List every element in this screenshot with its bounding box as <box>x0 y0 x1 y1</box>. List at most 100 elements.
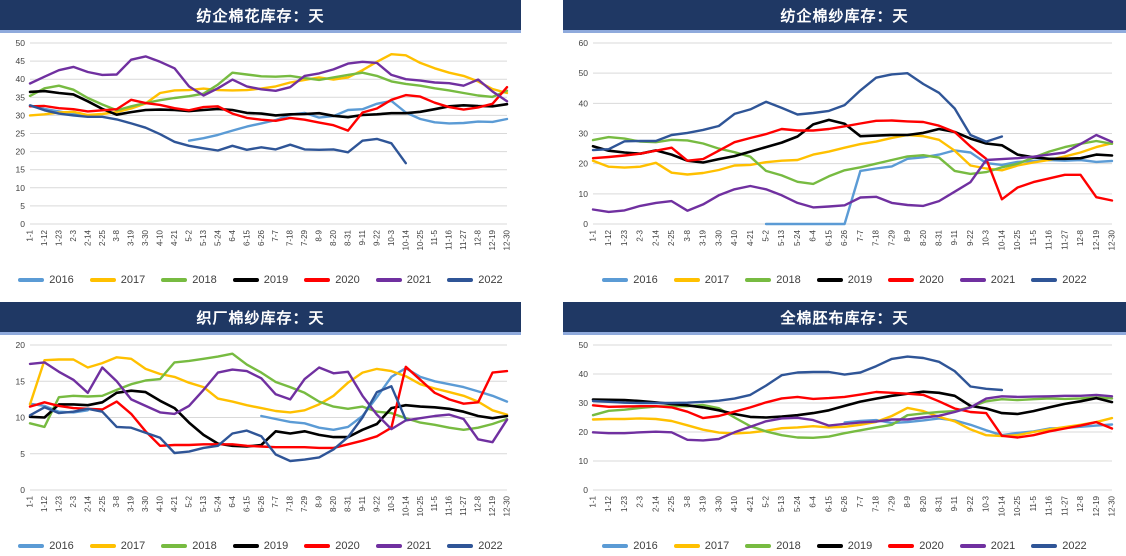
legend-swatch-2017 <box>89 544 116 548</box>
legend-item-2020: 2020 <box>304 274 360 286</box>
legend-swatch-2018 <box>745 544 772 548</box>
svg-text:11-16: 11-16 <box>445 495 454 515</box>
svg-text:10-14: 10-14 <box>997 495 1006 516</box>
svg-text:5-24: 5-24 <box>213 495 222 512</box>
legend-label: 2016 <box>633 540 658 552</box>
svg-text:11-27: 11-27 <box>1060 229 1069 249</box>
svg-text:6-15: 6-15 <box>824 495 833 512</box>
legend-label: 2020 <box>335 540 360 552</box>
svg-text:60: 60 <box>579 38 589 48</box>
svg-text:1-23: 1-23 <box>620 495 629 512</box>
svg-text:2-14: 2-14 <box>651 495 660 512</box>
svg-text:11-5: 11-5 <box>430 229 439 245</box>
svg-text:6-4: 6-4 <box>809 229 818 241</box>
chart-legend: 2016 2017 2018 2019 2020 2021 2022 <box>563 270 1126 290</box>
legend-label: 2016 <box>49 274 74 286</box>
svg-text:5-2: 5-2 <box>762 229 771 241</box>
svg-text:4-21: 4-21 <box>170 229 179 246</box>
svg-text:50: 50 <box>579 68 589 78</box>
svg-text:30: 30 <box>579 129 589 139</box>
svg-text:11-16: 11-16 <box>1045 495 1054 515</box>
legend-label: 2021 <box>406 540 432 552</box>
chart-legend: 2016 2017 2018 2019 2020 2021 2022 <box>0 536 521 556</box>
svg-text:7-7: 7-7 <box>856 229 865 241</box>
legend-item-2021: 2021 <box>375 274 431 286</box>
legend-label: 2022 <box>1062 540 1087 552</box>
legend-label: 2018 <box>192 540 217 552</box>
legend-item-2021: 2021 <box>959 540 1015 552</box>
svg-text:11-27: 11-27 <box>459 229 468 249</box>
legend-swatch-2020 <box>888 544 915 548</box>
svg-text:3-30: 3-30 <box>141 229 150 246</box>
legend-item-2020: 2020 <box>888 540 944 552</box>
legend-label: 2017 <box>120 540 146 552</box>
svg-text:4-10: 4-10 <box>730 495 739 512</box>
legend-item-2019: 2019 <box>816 540 873 552</box>
svg-text:6-4: 6-4 <box>809 495 818 507</box>
legend-item-2017: 2017 <box>673 274 729 286</box>
svg-text:11-16: 11-16 <box>1045 229 1054 249</box>
svg-text:7-7: 7-7 <box>271 495 280 507</box>
svg-text:2-25: 2-25 <box>667 495 676 512</box>
svg-text:8-9: 8-9 <box>315 495 324 507</box>
svg-text:11-5: 11-5 <box>1029 229 1038 245</box>
svg-text:3-19: 3-19 <box>699 495 708 512</box>
legend-swatch-2020 <box>304 544 331 548</box>
legend-swatch-2019 <box>816 278 843 282</box>
svg-text:4-10: 4-10 <box>156 495 165 512</box>
svg-text:8-20: 8-20 <box>329 229 338 246</box>
svg-text:1-23: 1-23 <box>54 229 63 246</box>
legend-label: 2022 <box>1062 274 1087 286</box>
legend-swatch-2019 <box>232 278 259 282</box>
legend-label: 2020 <box>335 274 360 286</box>
svg-text:12-19: 12-19 <box>488 495 497 516</box>
legend-label: 2020 <box>919 540 944 552</box>
chart-legend: 2016 2017 2018 2019 2020 2021 2022 <box>563 536 1126 556</box>
legend-swatch-2018 <box>161 278 188 282</box>
svg-text:11-27: 11-27 <box>459 495 468 515</box>
svg-text:10: 10 <box>579 189 589 199</box>
svg-text:10-3: 10-3 <box>387 229 396 246</box>
svg-text:7-29: 7-29 <box>300 229 309 246</box>
svg-text:20: 20 <box>16 340 26 350</box>
svg-text:3-8: 3-8 <box>683 229 692 241</box>
svg-text:10-3: 10-3 <box>982 229 991 246</box>
svg-text:1-12: 1-12 <box>604 495 613 512</box>
svg-text:3-30: 3-30 <box>714 495 723 512</box>
svg-text:5-24: 5-24 <box>213 229 222 246</box>
legend-item-2019: 2019 <box>816 274 872 286</box>
svg-text:7-7: 7-7 <box>856 495 865 507</box>
line-chart: 0 10 20 30 40 50 60 1-1 1-12 1-23 2-3 2-14 2-25 3-8 3-… <box>563 33 1126 270</box>
legend-item-2019: 2019 <box>232 274 288 286</box>
svg-text:50: 50 <box>16 38 26 48</box>
svg-text:9-11: 9-11 <box>358 495 367 511</box>
svg-text:0: 0 <box>20 485 25 495</box>
svg-text:40: 40 <box>579 98 589 108</box>
svg-text:9-22: 9-22 <box>966 229 975 246</box>
legend-label: 2019 <box>847 540 873 552</box>
svg-text:10: 10 <box>579 456 589 466</box>
svg-text:9-11: 9-11 <box>950 229 959 245</box>
svg-text:12-8: 12-8 <box>1076 229 1085 246</box>
legend-item-2022: 2022 <box>1031 274 1087 286</box>
legend-item-2020: 2020 <box>888 274 944 286</box>
legend-label: 2018 <box>776 274 801 286</box>
legend-item-2022: 2022 <box>447 274 503 286</box>
svg-text:12-8: 12-8 <box>474 495 483 512</box>
legend-swatch-2022 <box>447 278 474 282</box>
legend-swatch-2016 <box>602 278 629 282</box>
svg-text:3-19: 3-19 <box>127 495 136 512</box>
svg-text:8-31: 8-31 <box>344 495 353 512</box>
legend-label: 2017 <box>120 274 146 286</box>
svg-text:5-13: 5-13 <box>777 495 786 512</box>
svg-text:4-21: 4-21 <box>746 495 755 512</box>
line-chart: 0 10 20 30 40 50 1-1 1-12 1-23 2-3 2-14 2-25 3-8 3-19… <box>563 335 1126 536</box>
svg-text:7-29: 7-29 <box>887 495 896 512</box>
svg-text:2-25: 2-25 <box>667 229 676 246</box>
chart-panel-fangqi-cotton: 纺企棉花库存：天 0 5 10 15 20 25 30 35 40 45 50 1-1 1-12 1-23… <box>0 0 521 290</box>
chart-title: 全棉胚布库存：天 <box>563 302 1126 335</box>
svg-text:7-7: 7-7 <box>271 229 280 241</box>
legend-label: 2018 <box>192 274 217 286</box>
legend-item-2017: 2017 <box>89 540 146 552</box>
